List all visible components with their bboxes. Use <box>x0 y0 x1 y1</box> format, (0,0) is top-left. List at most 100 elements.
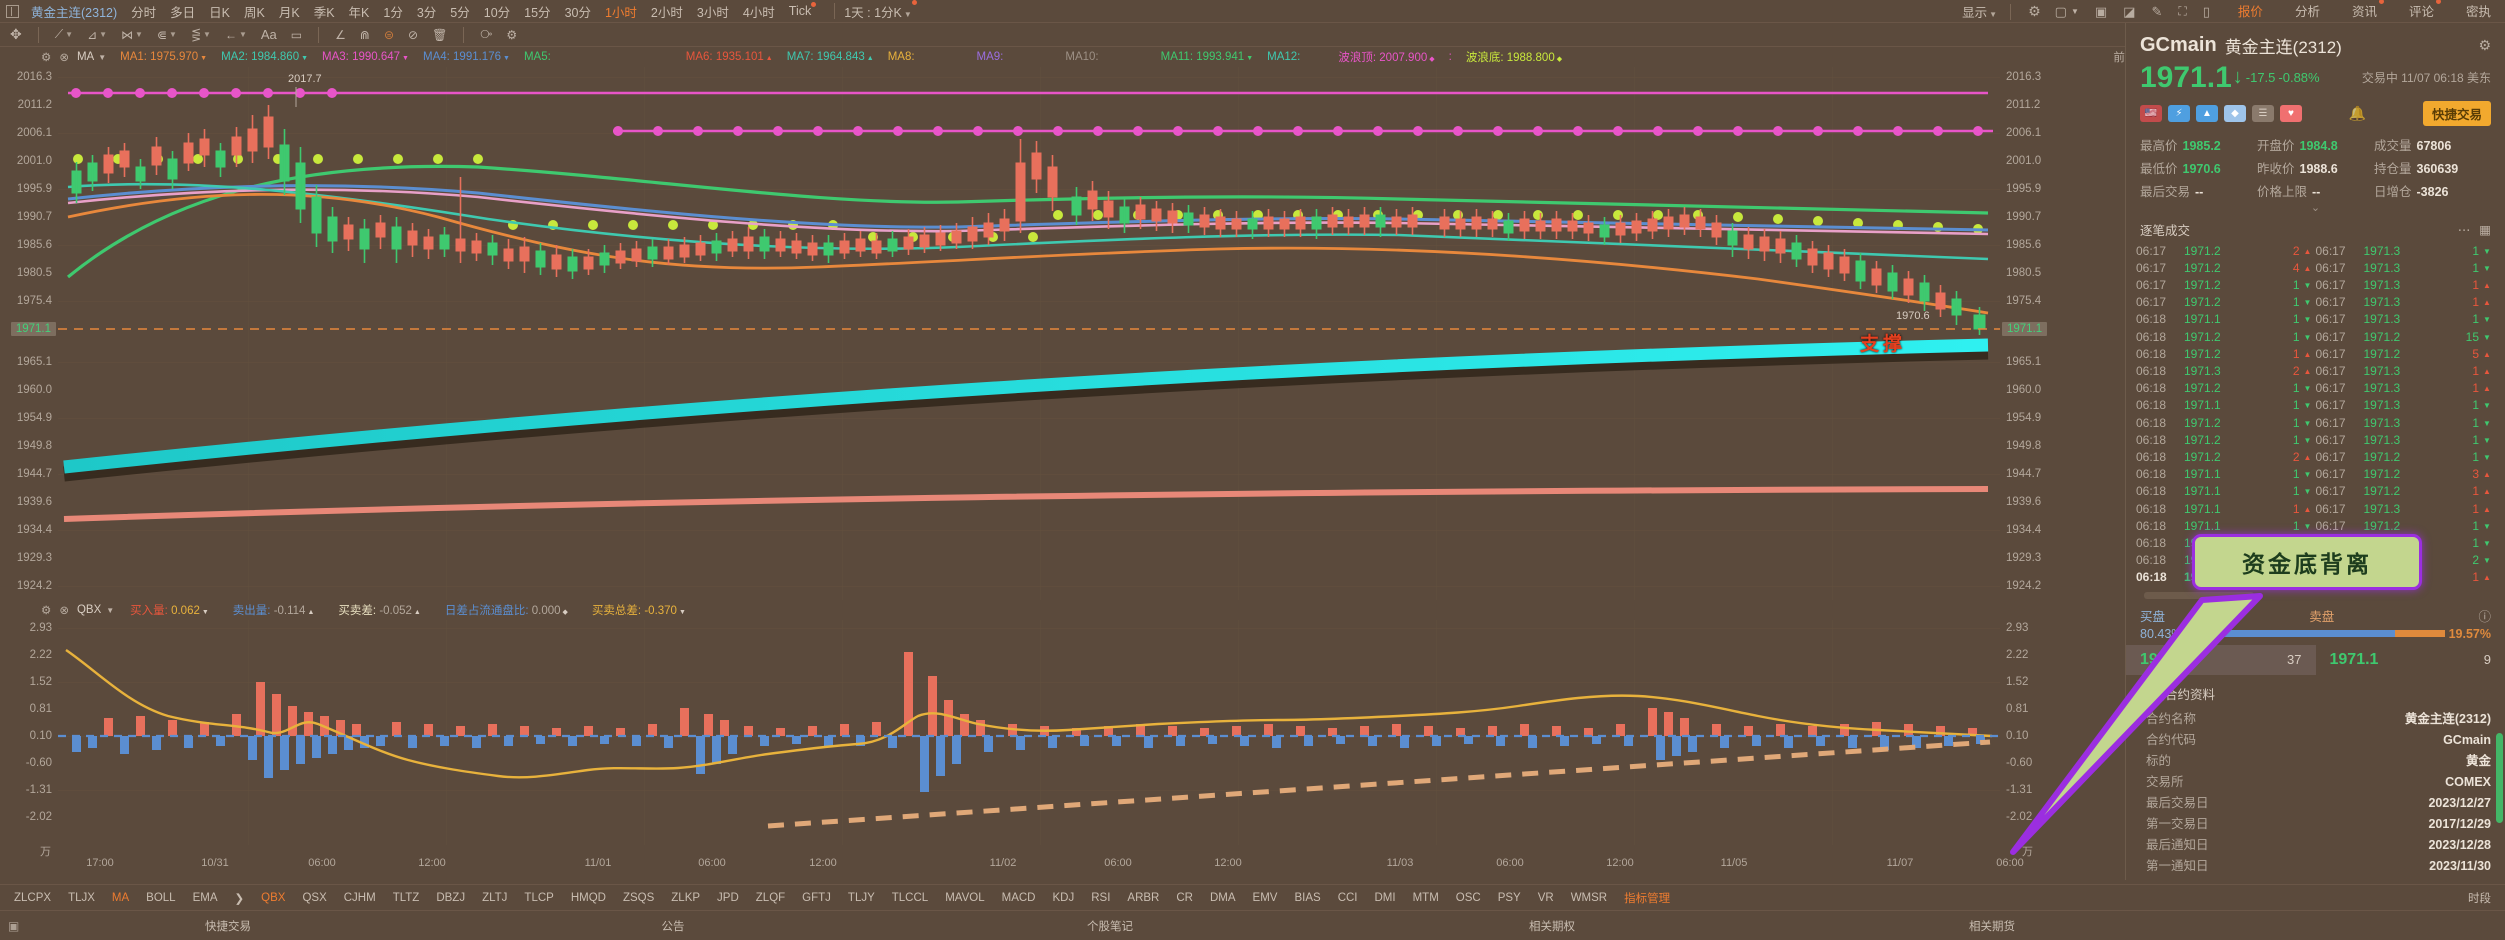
indicator-cjhm[interactable]: CJHM <box>343 891 376 904</box>
expand-stats-button[interactable]: ⌄ <box>2310 201 2321 214</box>
indicator-bias[interactable]: BIAS <box>1294 891 1321 904</box>
status-quick-trade[interactable]: 快捷交易 <box>205 920 251 933</box>
period-tick[interactable]: Tick <box>788 2 817 18</box>
chevron-down-icon[interactable]: ▼ <box>2070 7 2079 16</box>
topbar-symbol[interactable]: 黄金主连(2312) <box>31 5 118 20</box>
period-2hour[interactable]: 2小时 <box>650 5 683 20</box>
table-row[interactable]: 06:17 1971.2 4 ▲ 06:17 1971.3 1 ▼ <box>2136 260 2495 277</box>
angle-icon[interactable]: ∠ <box>335 27 346 42</box>
indicator-tltz[interactable]: TLTZ <box>392 891 420 904</box>
indicator-kdj[interactable]: KDJ <box>1052 891 1075 904</box>
sell-volume-entry[interactable]: 卖出量: -0.114 <box>233 602 315 618</box>
ma4-entry[interactable]: MA4: 1991.176 <box>423 51 510 63</box>
tab-mizhi[interactable]: 密执 <box>2465 5 2491 19</box>
indicator-bar[interactable]: ZLCPX TLJX MA BOLL EMA ❯ QBX QSX CJHM TL… <box>0 884 2505 910</box>
fib-icon[interactable]: ⋈ ▼ <box>121 27 143 42</box>
buy-volume-entry[interactable]: 买入量: 0.062 <box>130 602 209 618</box>
tab-news[interactable]: 资讯 <box>2352 0 2384 22</box>
indicator-ema[interactable]: EMA <box>192 891 218 904</box>
display-menu[interactable]: 显示 ▼ <box>1962 2 1997 21</box>
indicator-cr[interactable]: CR <box>1176 891 1193 904</box>
sidebar-icon[interactable]: ▯ <box>2202 3 2210 19</box>
ma8-entry[interactable]: MA8: <box>887 51 915 63</box>
note-icon[interactable]: ▭ <box>290 27 303 42</box>
alert-bell-icon[interactable]: 🔔 <box>2348 104 2367 121</box>
wave-bottom-entry[interactable]: 波浪底: 1988.800 <box>1466 49 1562 65</box>
panel-scrollbar[interactable] <box>2496 733 2503 823</box>
status-bar[interactable]: ▣ 快捷交易 公告 个股笔记 相关期权 相关期货 <box>0 910 2505 940</box>
heart-icon[interactable]: ♥ <box>2280 104 2302 122</box>
indicator-psy[interactable]: PSY <box>1497 891 1521 904</box>
trendline-icon[interactable]: ⟋ ▼ <box>54 27 74 41</box>
gear-icon[interactable]: ⚙ <box>41 52 52 64</box>
panel-icon[interactable] <box>6 4 19 18</box>
indicator-timeframe-label[interactable]: 时段 <box>2468 892 2491 905</box>
indicator-manage[interactable]: 指标管理 <box>1624 892 1671 905</box>
arrow-icon[interactable]: ← ▼ <box>224 27 247 42</box>
indicator-wmsr[interactable]: WMSR <box>1570 891 1608 904</box>
indicator-tljx[interactable]: TLJX <box>68 891 95 904</box>
indicator-zlcpx[interactable]: ZLCPX <box>14 891 52 904</box>
indicator-macd[interactable]: MACD <box>1001 891 1036 904</box>
indicator-emv[interactable]: EMV <box>1252 891 1278 904</box>
period-10min[interactable]: 10分 <box>483 5 511 20</box>
drawing-toolbar[interactable]: ✥ ⟋ ▼ ⊿ ▼ ⋈ ▼ ⋐ ▼ ⋚ ▼ ← ▼ Aa ▭ ∠ ⋒ ⊜ ⊘ 🗑 ⧂ ⚙ <box>0 23 2505 47</box>
window-icon[interactable]: ▢ <box>2054 3 2067 19</box>
indicator-tljy[interactable]: TLJY <box>847 891 875 904</box>
topbar-right-tools[interactable]: 显示 ▼ ⚙ ▢ ▼ ▣ ◪ ✎ ⛶ ▯ 报价 分析 资讯 评论 密执 <box>1962 0 2505 27</box>
status-stock-notes[interactable]: 个股笔记 <box>1087 920 1133 933</box>
ma-indicator-legend[interactable]: ⚙ ⊗ MA ▼ MA1: 1975.970 MA2: 1984.860 MA3… <box>0 47 2090 67</box>
close-icon[interactable]: ⊗ <box>59 52 69 64</box>
indicator-arbr[interactable]: ARBR <box>1127 891 1160 904</box>
period-niank[interactable]: 年K <box>348 5 370 20</box>
camera-icon[interactable]: ▣ <box>2094 3 2108 19</box>
flag-us-icon[interactable]: 🇺🇸 <box>2140 104 2162 122</box>
price-chart[interactable]: 2016.3 2011.2 2006.1 2001.0 1995.9 1990.… <box>0 67 2115 600</box>
tick-scrollbar[interactable] <box>2144 591 2254 599</box>
period-1min[interactable]: 1分 <box>383 5 403 20</box>
settings-icon[interactable]: ⚙ <box>2028 3 2041 19</box>
indicator-vr[interactable]: VR <box>1537 891 1554 904</box>
minimize-icon[interactable]: ▣ <box>8 918 20 933</box>
table-row[interactable]: 06:18 1971.2 1 ▲ 06:17 1971.2 5 ▲ <box>2136 346 2495 363</box>
fullscreen-icon[interactable]: ⛶ <box>2178 4 2187 18</box>
ma1-entry[interactable]: MA1: 1975.970 <box>120 51 207 63</box>
status-announcement[interactable]: 公告 <box>661 920 685 933</box>
indicator-ma[interactable]: MA <box>111 891 130 904</box>
table-row[interactable]: 06:18 1971.3 2 ▲ 06:17 1971.3 1 ▲ <box>2136 363 2495 380</box>
qbx-indicator-legend[interactable]: ⚙ ⊗ QBX ▼ 买入量: 0.062 卖出量: -0.114 买卖差: -0… <box>0 600 2115 620</box>
tag-icon[interactable]: ◆ <box>2224 104 2246 122</box>
indicator-rsi[interactable]: RSI <box>1091 891 1111 904</box>
indicator-osc[interactable]: OSC <box>1455 891 1481 904</box>
price-plot-area[interactable]: 2017.7 1970.6 支撑 <box>58 67 2000 600</box>
table-row[interactable]: 06:18 1971.1 1 ▼ 06:17 1971.2 3 ▲ <box>2136 466 2495 483</box>
indicator-cci[interactable]: CCI <box>1337 891 1358 904</box>
gear-icon[interactable]: ⚙ <box>506 27 518 42</box>
indicator-hmqd[interactable]: HMQD <box>570 891 606 904</box>
ma5-entry[interactable]: MA5: <box>523 51 551 63</box>
period-duori[interactable]: 多日 <box>170 5 196 20</box>
quote-panel[interactable]: GCmain 黄金主连(2312) ⚙ 1971.1 ↓ -17.5 -0.88… <box>2125 23 2505 880</box>
indicator-more-arrow-icon[interactable]: ❯ <box>234 892 245 905</box>
period-fenshi[interactable]: 分时 <box>131 5 157 20</box>
table-row[interactable]: 06:17 1971.2 1 ▼ 06:17 1971.3 1 ▲ <box>2136 277 2495 294</box>
qbx-plot-area[interactable] <box>58 620 2000 845</box>
status-related-options[interactable]: 相关期权 <box>1529 920 1575 933</box>
pitchfork-icon[interactable]: ⋐ ▼ <box>156 27 177 42</box>
period-yuek[interactable]: 月K <box>278 5 300 20</box>
indicator-tlcp[interactable]: TLCP <box>524 891 554 904</box>
table-row[interactable]: 06:18 1971.2 2 ▲ 06:17 1971.2 1 ▼ <box>2136 449 2495 466</box>
chevron-down-icon[interactable]: ▼ <box>98 52 107 62</box>
table-row[interactable]: 06:18 1971.1 1 ▼ 06:17 1971.2 1 ▲ <box>2136 483 2495 500</box>
trash-icon[interactable]: 🗑 <box>432 27 448 42</box>
hide-icon[interactable]: ⊘ <box>408 27 419 42</box>
period-15min[interactable]: 15分 <box>524 5 551 20</box>
table-row[interactable]: 06:18 1971.1 1 ▼ 06:17 1971.3 1 ▼ <box>2136 397 2495 414</box>
quick-trade-button[interactable]: 快捷交易 <box>2422 100 2491 126</box>
period-rik[interactable]: 日K <box>209 5 231 20</box>
indicator-zltj[interactable]: ZLTJ <box>482 891 508 904</box>
annotate-icon[interactable]: ◪ <box>2123 3 2136 19</box>
period-jik[interactable]: 季K <box>313 5 335 20</box>
tab-analysis[interactable]: 分析 <box>2294 5 2320 19</box>
